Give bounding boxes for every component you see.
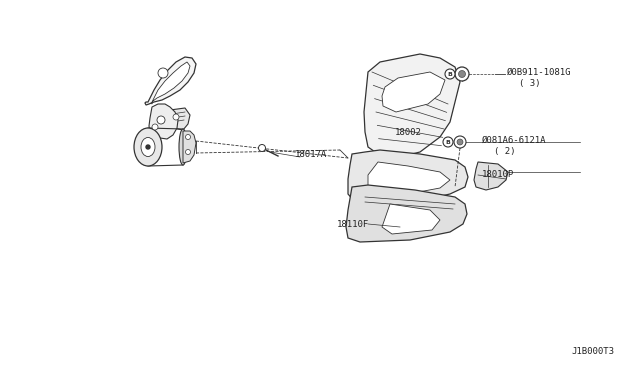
Circle shape [152, 124, 158, 130]
Polygon shape [151, 62, 190, 104]
Circle shape [455, 67, 469, 81]
Circle shape [458, 71, 465, 77]
Text: ( 2): ( 2) [494, 147, 515, 155]
Polygon shape [145, 57, 196, 105]
Circle shape [186, 150, 191, 154]
Circle shape [158, 68, 168, 78]
Text: B: B [447, 71, 452, 77]
Text: B: B [445, 140, 451, 144]
Polygon shape [368, 162, 450, 194]
Circle shape [146, 145, 150, 149]
Circle shape [443, 137, 453, 147]
Polygon shape [364, 54, 460, 157]
Polygon shape [382, 72, 445, 112]
Text: J1B000T3: J1B000T3 [572, 347, 614, 356]
Text: 18002: 18002 [395, 128, 422, 137]
Text: 18110F: 18110F [337, 219, 369, 228]
Polygon shape [474, 162, 508, 190]
Text: Ø0B911-1081G: Ø0B911-1081G [507, 67, 572, 77]
Text: 18010P: 18010P [482, 170, 515, 179]
Polygon shape [382, 204, 440, 234]
Circle shape [457, 139, 463, 145]
Circle shape [445, 69, 455, 79]
Text: 18017A: 18017A [295, 150, 327, 158]
Text: ( 3): ( 3) [519, 78, 541, 87]
Ellipse shape [134, 128, 162, 166]
Polygon shape [346, 185, 467, 242]
Polygon shape [183, 131, 196, 163]
Polygon shape [149, 104, 178, 139]
Ellipse shape [179, 129, 187, 165]
Circle shape [454, 136, 466, 148]
Text: Ø081A6-6121A: Ø081A6-6121A [482, 135, 547, 144]
Circle shape [259, 144, 266, 151]
Ellipse shape [141, 138, 155, 157]
Polygon shape [348, 150, 468, 204]
Circle shape [173, 114, 179, 120]
Circle shape [157, 116, 165, 124]
Circle shape [186, 135, 191, 140]
Polygon shape [165, 108, 190, 130]
